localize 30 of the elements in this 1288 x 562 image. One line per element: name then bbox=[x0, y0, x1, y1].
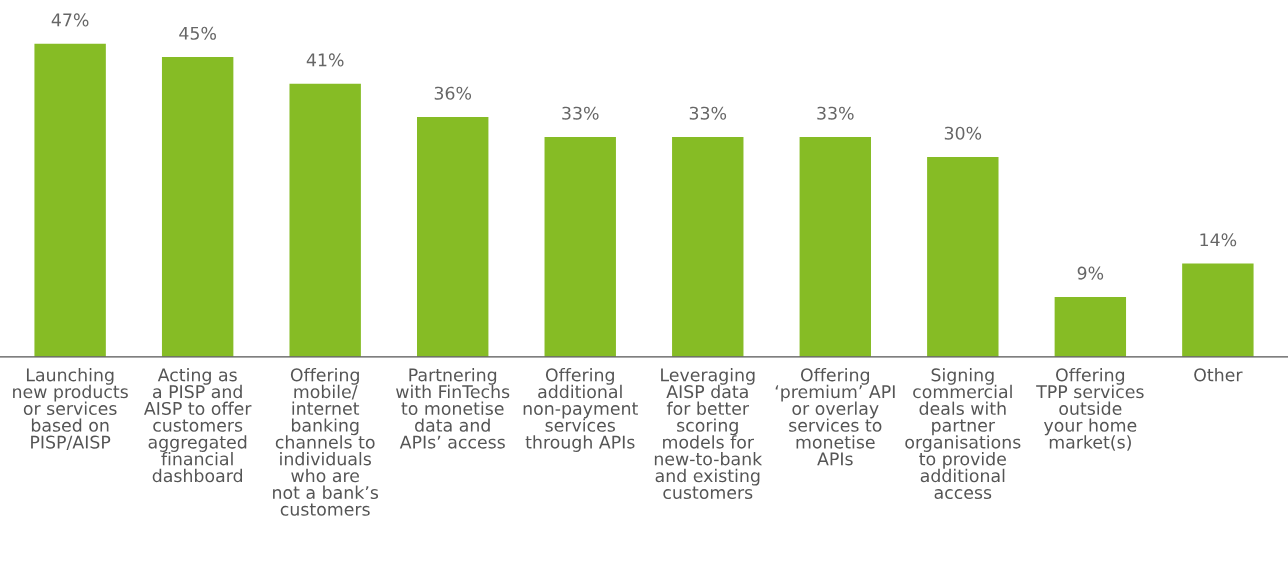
data-label: 33% bbox=[562, 106, 599, 120]
bar bbox=[417, 117, 489, 357]
data-label: 45% bbox=[179, 26, 216, 40]
bar bbox=[1182, 263, 1254, 357]
bar bbox=[289, 83, 361, 357]
x-tick-label: Offering TPP services outside your home market(s) bbox=[1036, 367, 1144, 451]
data-label: 41% bbox=[306, 53, 344, 67]
data-label: 9% bbox=[1077, 266, 1104, 280]
bar bbox=[34, 43, 106, 357]
bar bbox=[672, 137, 744, 357]
x-tick-label: Other bbox=[1194, 367, 1243, 382]
x-tick-label: Signing commercial deals with partner organisations to provide additional access bbox=[905, 367, 1021, 500]
bar bbox=[161, 57, 234, 357]
bar bbox=[1054, 296, 1127, 357]
data-label: 47% bbox=[51, 13, 89, 27]
bar bbox=[799, 137, 871, 357]
data-label: 33% bbox=[817, 106, 854, 120]
bar bbox=[927, 157, 999, 357]
x-tick-label: Leveraging AISP data for better scoring models for new-to-bank and existing customers bbox=[654, 367, 763, 500]
data-label: 33% bbox=[689, 106, 727, 120]
data-label: 36% bbox=[434, 86, 472, 100]
x-tick-label: Offering ‘premium’ API or overlay services to monetise APIs bbox=[775, 367, 895, 466]
category-label: Offering mobile/ internet banking channels to individuals who are not a bank’s customers bbox=[273, 367, 379, 516]
x-tick-label: Acting as a PISP and AISP to offer customers aggregated financial dashboard bbox=[143, 367, 252, 483]
x-tick-label: Offering additional non-payment services through APIs bbox=[523, 367, 638, 452]
x-tick-label: Launching new products or services based on PISP/AISP bbox=[13, 367, 128, 450]
bar bbox=[544, 137, 616, 357]
data-label: 14% bbox=[1200, 233, 1237, 247]
x-tick-label: Partnering with FinTechs to monetise data and APIs’ access bbox=[396, 367, 510, 449]
data-label: 30% bbox=[944, 126, 982, 140]
